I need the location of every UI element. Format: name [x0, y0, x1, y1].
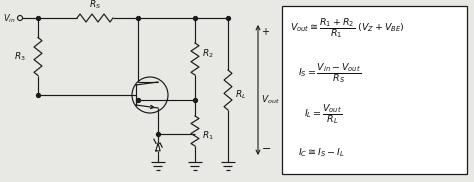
Text: $R_L$: $R_L$	[235, 89, 246, 101]
Text: $-$: $-$	[261, 142, 271, 152]
Text: $I_C \cong I_S - I_L$: $I_C \cong I_S - I_L$	[298, 147, 345, 159]
Polygon shape	[156, 143, 160, 151]
Bar	[282, 6, 467, 174]
Text: $I_L = \dfrac{V_{out}}{R_L}$: $I_L = \dfrac{V_{out}}{R_L}$	[304, 102, 342, 126]
Text: +: +	[261, 27, 269, 37]
Text: $V_{out} \cong \dfrac{R_1 + R_2}{R_1}\ (V_Z + V_{BE})$: $V_{out} \cong \dfrac{R_1 + R_2}{R_1}\ (…	[290, 16, 404, 40]
Text: $R_3$: $R_3$	[14, 50, 26, 63]
Text: $I_S = \dfrac{V_{in} - V_{out}}{R_S}$: $I_S = \dfrac{V_{in} - V_{out}}{R_S}$	[298, 61, 361, 85]
Text: $V_{in}$: $V_{in}$	[3, 13, 16, 25]
Text: $V_{out}$: $V_{out}$	[261, 94, 280, 106]
Text: $R_2$: $R_2$	[202, 48, 214, 60]
Text: $R_1$: $R_1$	[202, 130, 214, 142]
Text: $R_S$: $R_S$	[89, 0, 101, 11]
